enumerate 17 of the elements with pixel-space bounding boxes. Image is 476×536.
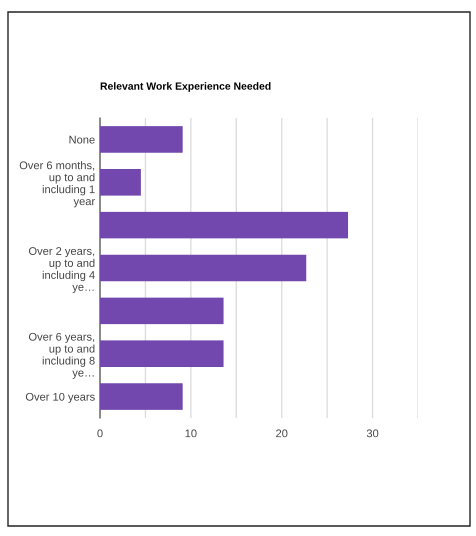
x-tick-label: 20 — [276, 429, 288, 438]
bar — [100, 340, 224, 367]
x-tick-label: 10 — [186, 429, 197, 438]
bar — [100, 212, 348, 238]
bar — [100, 383, 183, 410]
y-tick-label: Over 6 years, up to and including 8 ye… — [28, 332, 95, 379]
y-tick-label: Over 2 years, up to and including 4 ye… — [28, 247, 95, 294]
x-tick-label: 30 — [366, 429, 378, 438]
y-tick-label: Over 6 months, up to and including 1 year — [20, 161, 95, 208]
bar — [100, 298, 224, 324]
x-tick-label: 0 — [97, 429, 103, 438]
bar — [100, 126, 183, 153]
y-tick-label: Over 10 years — [26, 392, 95, 403]
bar — [100, 254, 306, 282]
chart-title: Relevant Work Experience Needed — [100, 82, 270, 92]
bar — [100, 169, 141, 196]
y-tick-label: None — [69, 136, 95, 144]
